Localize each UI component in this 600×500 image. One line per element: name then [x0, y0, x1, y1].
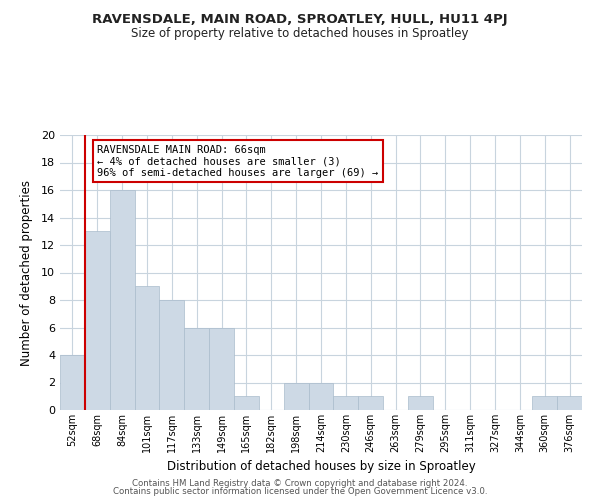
Bar: [408, 396, 433, 410]
Bar: [60, 355, 85, 410]
Bar: [557, 396, 582, 410]
Text: Size of property relative to detached houses in Sproatley: Size of property relative to detached ho…: [131, 28, 469, 40]
Y-axis label: Number of detached properties: Number of detached properties: [20, 180, 32, 366]
Bar: [85, 231, 110, 410]
Bar: [209, 328, 234, 410]
Bar: [308, 382, 334, 410]
Bar: [184, 328, 209, 410]
Bar: [234, 396, 259, 410]
Bar: [134, 286, 160, 410]
Bar: [284, 382, 308, 410]
Text: RAVENSDALE MAIN ROAD: 66sqm
← 4% of detached houses are smaller (3)
96% of semi-: RAVENSDALE MAIN ROAD: 66sqm ← 4% of deta…: [97, 144, 379, 178]
Text: Contains HM Land Registry data © Crown copyright and database right 2024.: Contains HM Land Registry data © Crown c…: [132, 478, 468, 488]
Bar: [532, 396, 557, 410]
Bar: [358, 396, 383, 410]
Bar: [160, 300, 184, 410]
Text: RAVENSDALE, MAIN ROAD, SPROATLEY, HULL, HU11 4PJ: RAVENSDALE, MAIN ROAD, SPROATLEY, HULL, …: [92, 12, 508, 26]
X-axis label: Distribution of detached houses by size in Sproatley: Distribution of detached houses by size …: [167, 460, 475, 473]
Bar: [110, 190, 134, 410]
Bar: [334, 396, 358, 410]
Text: Contains public sector information licensed under the Open Government Licence v3: Contains public sector information licen…: [113, 487, 487, 496]
